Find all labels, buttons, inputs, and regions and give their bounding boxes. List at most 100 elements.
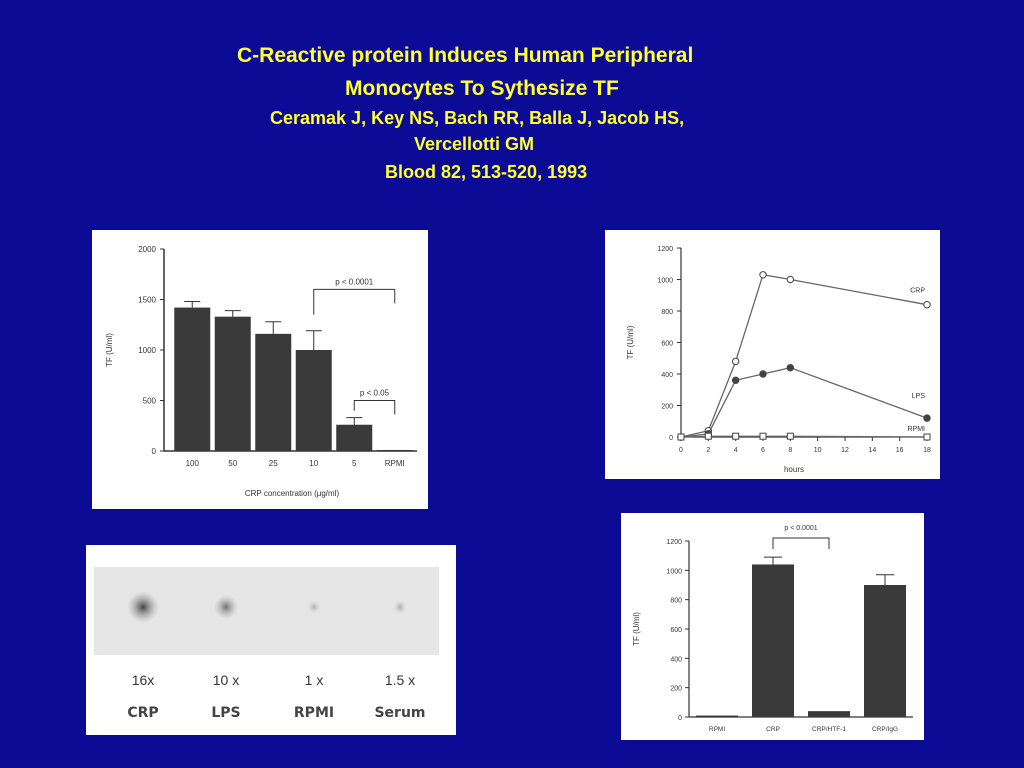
x-tick-label: 12 xyxy=(841,447,849,454)
lane-label: Serum xyxy=(374,705,425,721)
x-tick-label: 4 xyxy=(734,447,738,454)
y-axis-title: TF (U/ml) xyxy=(626,325,635,359)
y-tick-label: 200 xyxy=(661,404,673,411)
data-point xyxy=(759,271,767,279)
antibody-chart: 0 200 400 600 800 1000 1200 RPMI CRP CRP/HTF-1 CRP… xyxy=(632,525,913,733)
series-label: CRP xyxy=(910,288,925,295)
bar xyxy=(336,424,373,451)
y-tick-label: 600 xyxy=(670,627,682,634)
x-tick-label: 6 xyxy=(761,447,765,454)
blot-spot xyxy=(307,600,321,614)
bar xyxy=(752,564,794,717)
y-tick-label: 0 xyxy=(152,447,157,456)
y-tick-label: 600 xyxy=(661,341,673,348)
dot-blot: 16x CRP 10 x LPS 1 x RPMI 1.5 x Serum xyxy=(94,567,439,721)
y-tick-label: 1000 xyxy=(657,278,673,285)
citation: Blood 82, 513-520, 1993 xyxy=(385,162,588,182)
y-tick-label: 400 xyxy=(670,656,682,663)
series-label: LPS xyxy=(912,393,926,400)
x-tick-label: 10 xyxy=(814,447,822,454)
bar xyxy=(696,715,738,717)
data-point xyxy=(786,275,795,284)
significance-label: p < 0.0001 xyxy=(335,277,374,286)
data-point xyxy=(731,357,740,366)
blot-spot xyxy=(127,591,159,623)
chart-panel-antibody: 0 200 400 600 800 1000 1200 RPMI CRP CRP/HTF-1 CRP… xyxy=(621,513,924,740)
series-line-rpmi xyxy=(680,435,928,438)
data-point xyxy=(786,432,794,440)
time-course-chart: 0 200 400 600 800 1000 1200 0 2 4 6 8 10 12 14 16 18 hour… xyxy=(626,246,931,474)
dose-response-chart: 0 500 1000 1500 2000 100 50 25 10 5 RPMI CRP concen… xyxy=(105,245,417,498)
bar xyxy=(864,585,906,717)
x-tick-label: 14 xyxy=(868,447,876,454)
series-line-crp xyxy=(680,274,928,438)
y-tick-label: 400 xyxy=(661,372,673,379)
bar xyxy=(174,307,211,451)
significance-bracket xyxy=(353,400,396,415)
bar xyxy=(255,333,292,451)
blot-panel: 16x CRP 10 x LPS 1 x RPMI 1.5 x Serum xyxy=(86,545,456,735)
y-tick-label: 200 xyxy=(670,686,682,693)
significance-bracket xyxy=(313,288,396,315)
blot-spot xyxy=(393,600,407,614)
x-tick-label: 100 xyxy=(186,459,200,468)
data-point xyxy=(786,364,795,372)
y-tick-label: 0 xyxy=(678,715,682,722)
y-tick-label: 500 xyxy=(143,397,157,406)
x-axis-title: CRP concentration (μg/ml) xyxy=(245,489,340,498)
significance-bracket xyxy=(772,537,830,549)
lane-label: RPMI xyxy=(294,705,334,721)
x-tick-label: 25 xyxy=(269,459,278,468)
y-tick-label: 800 xyxy=(661,309,673,316)
y-axis-title: TF (U/ml) xyxy=(632,612,641,646)
y-tick-label: 1200 xyxy=(657,246,673,253)
lane-label: LPS xyxy=(211,705,240,721)
y-tick-label: 1500 xyxy=(138,296,156,305)
title-line-2: Monocytes To Sythesize TF xyxy=(345,77,619,100)
x-tick-label: RPMI xyxy=(709,726,725,733)
y-tick-label: 2000 xyxy=(138,245,156,254)
authors-line-1: Ceramak J, Key NS, Bach RR, Balla J, Jac… xyxy=(270,108,685,128)
x-tick-label: 16 xyxy=(896,447,904,454)
authors-line-2: Vercellotti GM xyxy=(414,134,535,154)
data-point xyxy=(731,376,740,385)
x-tick-label: 18 xyxy=(923,447,931,454)
x-tick-label: CRP xyxy=(766,726,780,733)
bar xyxy=(376,449,413,451)
bar xyxy=(808,711,850,717)
series-line-lps xyxy=(680,367,928,438)
chart-panel-dose: 0 500 1000 1500 2000 100 50 25 10 5 RPMI CRP concen… xyxy=(92,230,428,509)
significance-label: p < 0.05 xyxy=(360,389,390,398)
y-tick-label: 1000 xyxy=(138,346,156,355)
data-point xyxy=(923,433,931,441)
x-tick-label: CRP/HTF-1 xyxy=(812,726,846,733)
x-tick-label: 5 xyxy=(352,459,357,468)
data-point xyxy=(759,370,767,378)
x-axis-title: hours xyxy=(784,465,804,474)
fold-change-label: 1 x xyxy=(305,672,324,688)
y-axis-title: TF (U/ml) xyxy=(105,333,114,367)
chart-panel-time: 0 200 400 600 800 1000 1200 0 2 4 6 8 10 12 14 16 18 hour… xyxy=(605,230,940,479)
x-tick-label: 8 xyxy=(788,447,792,454)
y-tick-label: 800 xyxy=(670,598,682,605)
x-tick-label: 2 xyxy=(706,447,710,454)
data-point xyxy=(923,414,931,422)
lane-label: CRP xyxy=(127,705,158,721)
x-tick-label: RPMI xyxy=(385,459,405,468)
blot-spot xyxy=(213,594,239,620)
series-label: RPMI xyxy=(908,426,926,433)
fold-change-label: 10 x xyxy=(213,672,239,688)
bar xyxy=(214,316,251,451)
bar xyxy=(295,350,332,451)
x-tick-label: 50 xyxy=(228,459,237,468)
title-line-1: C-Reactive protein Induces Human Periphe… xyxy=(237,44,694,67)
x-tick-label: CRP/IgG xyxy=(872,726,898,733)
fold-change-label: 1.5 x xyxy=(385,672,415,688)
data-point xyxy=(704,432,712,440)
data-point xyxy=(923,301,931,309)
y-tick-label: 1000 xyxy=(666,568,682,575)
y-tick-label: 1200 xyxy=(666,539,682,546)
data-point xyxy=(759,432,767,440)
significance-label: p < 0.0001 xyxy=(784,525,817,532)
